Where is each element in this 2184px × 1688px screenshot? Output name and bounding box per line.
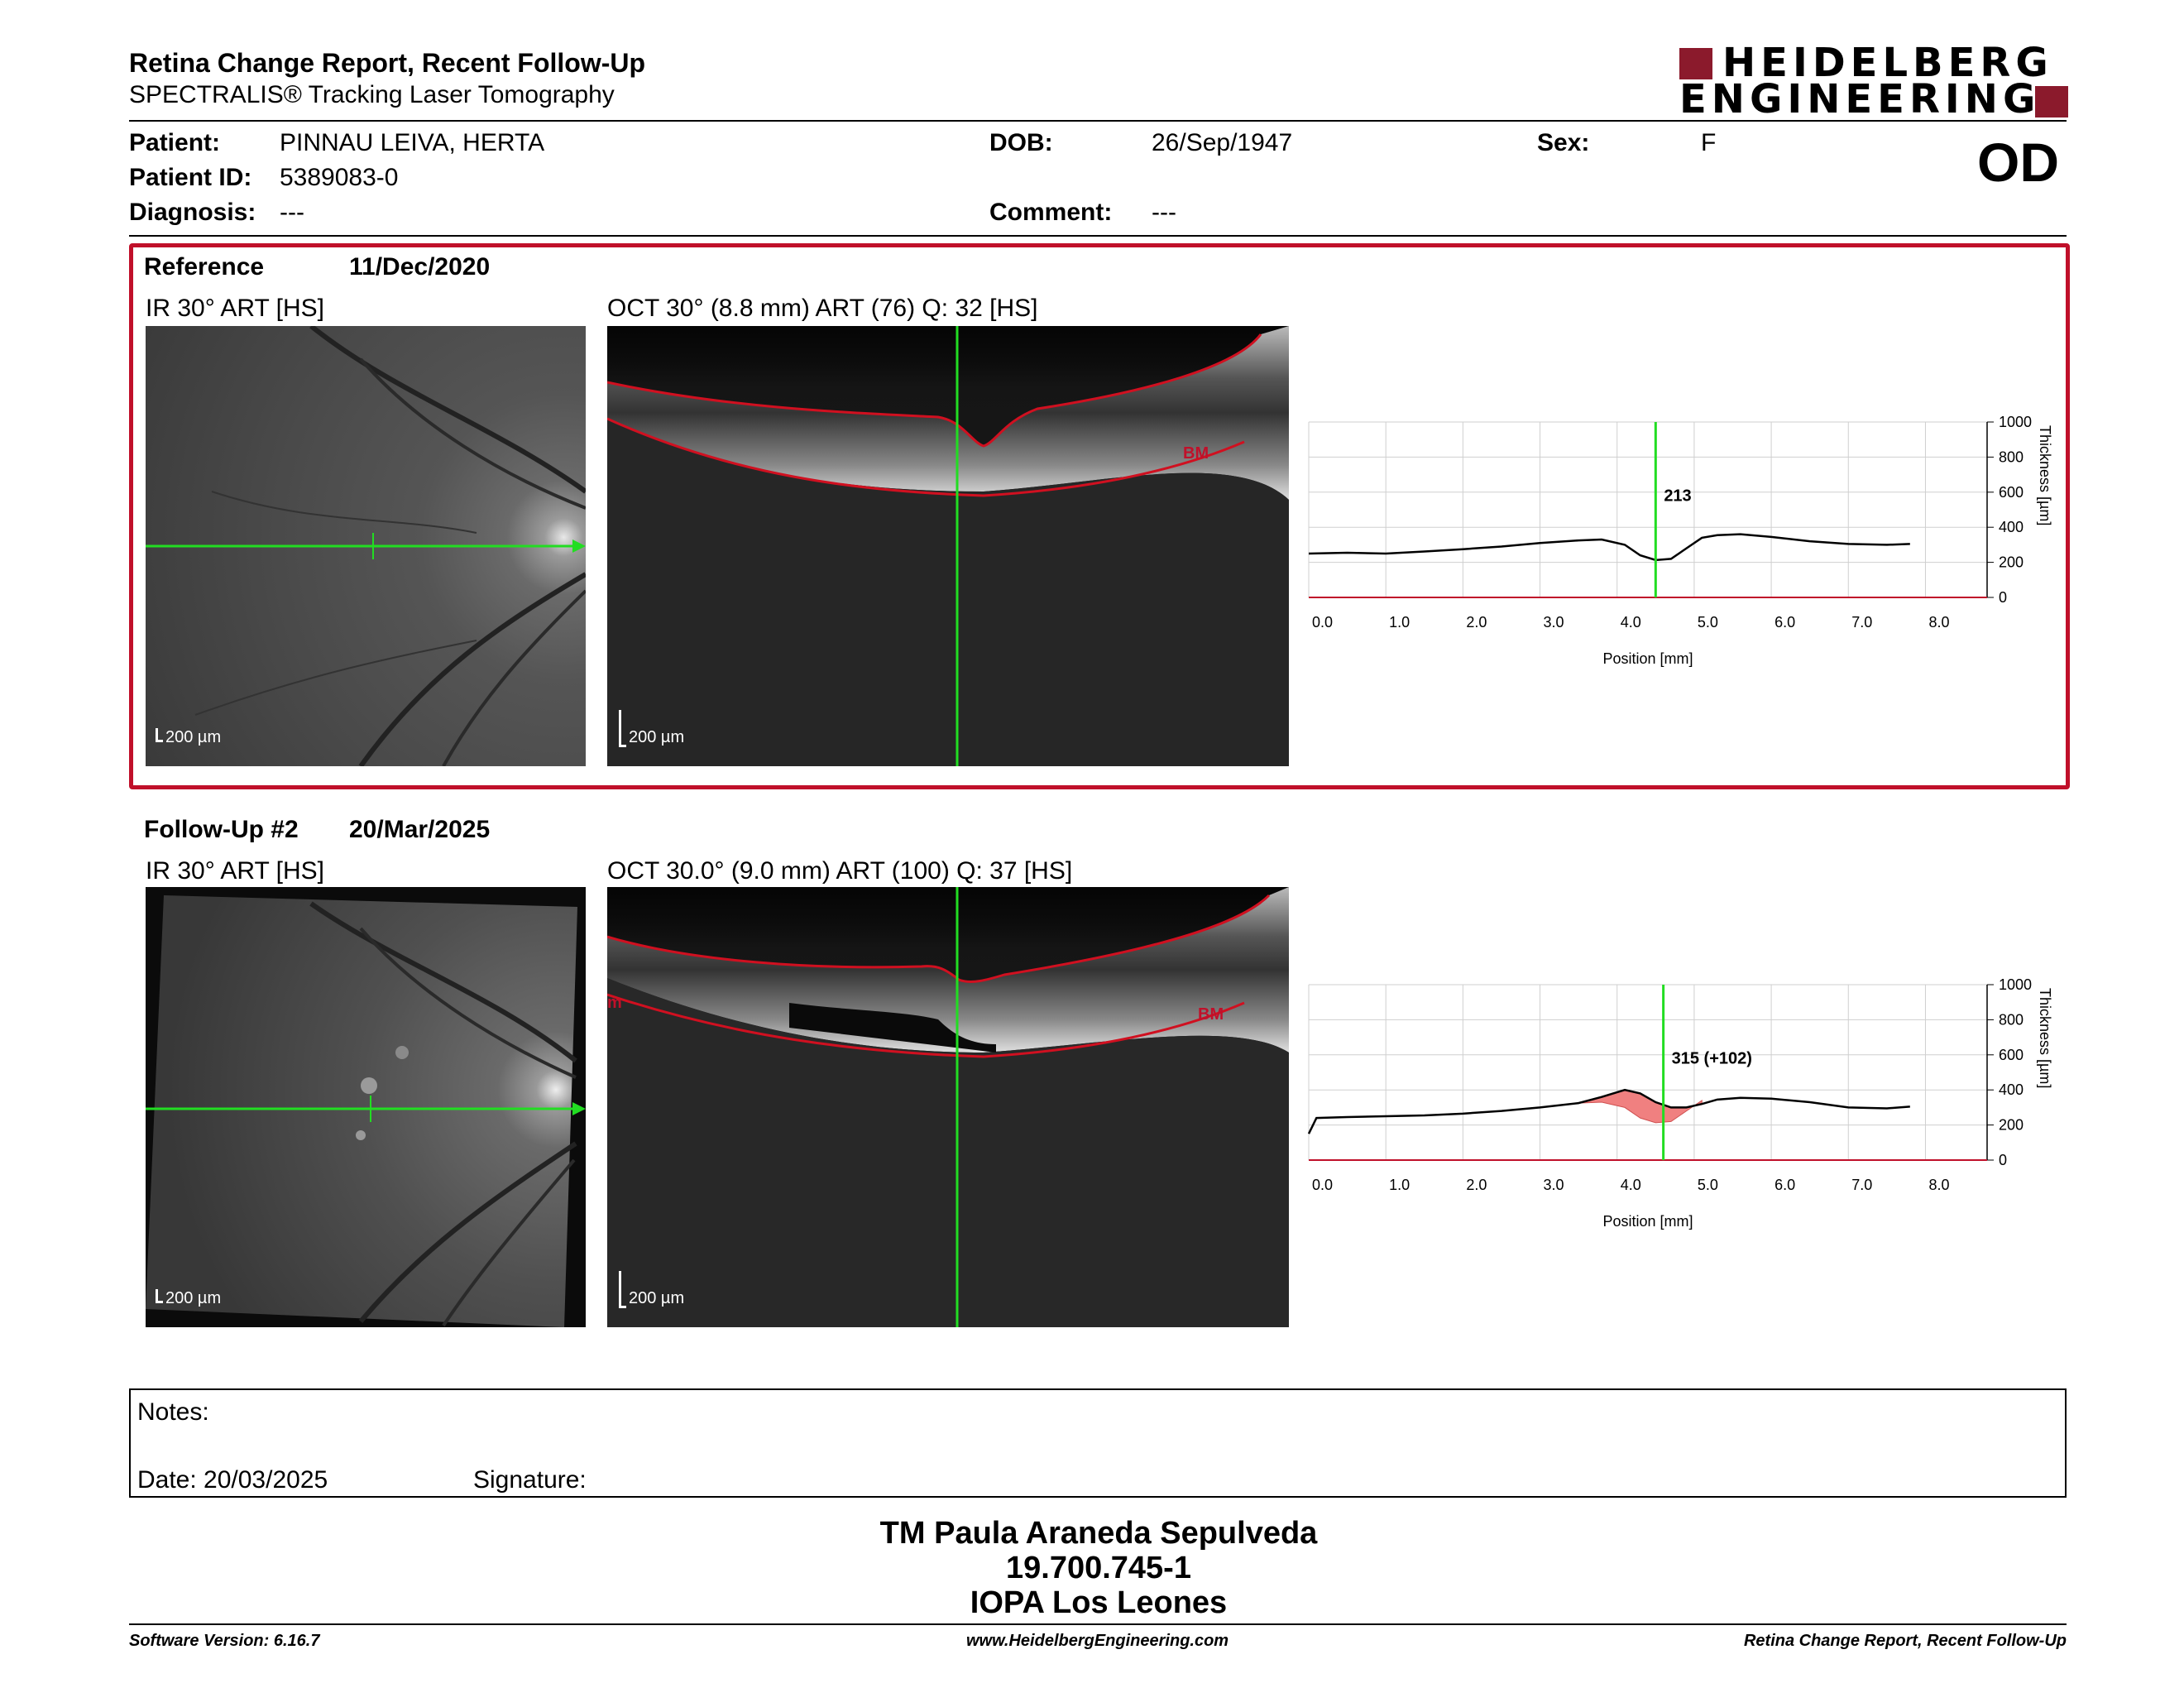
chart-ylabel: Thickness [µm] bbox=[2037, 425, 2053, 525]
chart-xlabel: Position [mm] bbox=[1602, 650, 1693, 667]
chart-cursor-label: 213 bbox=[1664, 487, 1691, 505]
reference-oct-scalebar bbox=[619, 710, 626, 747]
reference-bm-label: BM bbox=[1183, 444, 1209, 463]
chart-y-tick: 400 bbox=[1999, 519, 2024, 535]
chart-series-line bbox=[1308, 533, 1910, 562]
chart-y-tick: 1000 bbox=[1999, 414, 2032, 430]
reference-oct-label: OCT 30° (8.8 mm) ART (76) Q: 32 [HS] bbox=[607, 295, 1038, 322]
followup-oct-scale-text: 200 µm bbox=[629, 1289, 685, 1307]
followup-oct-image[interactable]: m BM 200 µm bbox=[607, 887, 1289, 1327]
notes-box[interactable]: Notes: Date: 20/03/2025 Signature: bbox=[129, 1388, 2067, 1498]
chart-y-tick: 0 bbox=[1999, 1152, 2007, 1168]
chart-x-tick: 7.0 bbox=[1851, 1177, 1872, 1193]
reference-thickness-chart: 0.0 1.0 2.0 3.0 4.0 5.0 6.0 7.0 8.0 0 200 400 600 800… bbox=[1308, 414, 2053, 667]
diagnosis-label: Diagnosis: bbox=[129, 199, 256, 226]
comment-label: Comment: bbox=[989, 199, 1113, 226]
chart-x-tick: 6.0 bbox=[1774, 614, 1795, 631]
eye-indicator: OD bbox=[1977, 132, 2059, 193]
report-title: Retina Change Report, Recent Follow-Up bbox=[129, 48, 646, 78]
chart-x-tick: 1.0 bbox=[1389, 614, 1410, 631]
chart-x-tick: 4.0 bbox=[1621, 1177, 1641, 1193]
followup-ir-image[interactable]: 200 µm bbox=[146, 887, 586, 1327]
reference-oct-scale-text: 200 µm bbox=[629, 728, 685, 746]
followup-date: 20/Mar/2025 bbox=[349, 816, 491, 843]
chart-xlabel: Position [mm] bbox=[1602, 1213, 1693, 1230]
signer-id: 19.700.745-1 bbox=[1006, 1551, 1191, 1585]
chart-x-tick: 5.0 bbox=[1698, 614, 1718, 631]
footer-website[interactable]: www.HeidelbergEngineering.com bbox=[966, 1632, 1229, 1650]
chart-x-tick: 1.0 bbox=[1389, 1177, 1410, 1193]
reference-ir-scalebar bbox=[156, 728, 163, 742]
chart-x-tick: 3.0 bbox=[1544, 614, 1564, 631]
dob-value: 26/Sep/1947 bbox=[1152, 129, 1293, 156]
heidelberg-logo: HEIDELBERG ENGINEERING bbox=[1679, 43, 2068, 119]
reference-ir-scale-text: 200 µm bbox=[165, 728, 222, 746]
chart-x-tick: 2.0 bbox=[1466, 614, 1487, 631]
diagnosis-value: --- bbox=[280, 199, 304, 226]
chart-y-tick: 200 bbox=[1999, 554, 2024, 571]
signer-name: TM Paula Araneda Sepulveda bbox=[879, 1516, 1318, 1551]
patient-id-value: 5389083-0 bbox=[280, 164, 399, 191]
reference-oct-image[interactable]: BM 200 µm bbox=[607, 326, 1289, 766]
notes-date: Date: 20/03/2025 bbox=[137, 1466, 328, 1494]
chart-y-tick: 0 bbox=[1999, 589, 2007, 606]
sex-label: Sex: bbox=[1537, 129, 1590, 156]
chart-change-area bbox=[1578, 1089, 1703, 1124]
signer-institution: IOPA Los Leones bbox=[970, 1585, 1228, 1620]
followup-m-label: m bbox=[607, 994, 622, 1012]
chart-y-tick: 200 bbox=[1999, 1117, 2024, 1134]
report-subtitle: SPECTRALIS® Tracking Laser Tomography bbox=[129, 81, 615, 108]
reference-date: 11/Dec/2020 bbox=[349, 253, 491, 281]
chart-x-tick: 2.0 bbox=[1466, 1177, 1487, 1193]
chart-x-tick: 0.0 bbox=[1312, 1177, 1333, 1193]
followup-ir-scale-text: 200 µm bbox=[165, 1289, 222, 1307]
patient-name: PINNAU LEIVA, HERTA bbox=[280, 129, 545, 156]
sex-value: F bbox=[1701, 129, 1717, 156]
chart-x-tick: 8.0 bbox=[1928, 614, 1949, 631]
chart-y-tick: 800 bbox=[1999, 1011, 2024, 1028]
followup-oct-label: OCT 30.0° (9.0 mm) ART (100) Q: 37 [HS] bbox=[607, 857, 1073, 885]
dob-label: DOB: bbox=[989, 129, 1053, 156]
reference-label: Reference bbox=[144, 253, 265, 281]
chart-y-tick: 600 bbox=[1999, 1047, 2024, 1063]
reference-ir-label: IR 30° ART [HS] bbox=[146, 295, 324, 322]
followup-ir-label: IR 30° ART [HS] bbox=[146, 857, 324, 885]
followup-bm-label: BM bbox=[1198, 1005, 1224, 1024]
reference-frame bbox=[129, 243, 2070, 789]
chart-x-tick: 8.0 bbox=[1928, 1177, 1949, 1193]
chart-series-line bbox=[1307, 1088, 1910, 1134]
chart-x-tick: 0.0 bbox=[1312, 614, 1333, 631]
notes-signature-label: Signature: bbox=[473, 1466, 587, 1494]
followup-ir-scalebar bbox=[156, 1289, 163, 1303]
chart-y-tick: 400 bbox=[1999, 1081, 2024, 1098]
chart-x-tick: 5.0 bbox=[1698, 1177, 1718, 1193]
chart-x-tick: 6.0 bbox=[1774, 1177, 1795, 1193]
followup-oct-scalebar bbox=[619, 1271, 626, 1308]
followup-label: Follow-Up #2 bbox=[144, 816, 299, 843]
patient-label: Patient: bbox=[129, 129, 221, 156]
comment-value: --- bbox=[1152, 199, 1176, 226]
chart-x-tick: 4.0 bbox=[1621, 614, 1641, 631]
chart-y-tick: 800 bbox=[1999, 448, 2024, 465]
notes-label: Notes: bbox=[137, 1398, 209, 1426]
footer-software: Software Version: 6.16.7 bbox=[129, 1632, 320, 1650]
chart-y-tick: 1000 bbox=[1999, 976, 2032, 993]
chart-cursor-label: 315 (+102) bbox=[1672, 1049, 1752, 1067]
patient-id-label: Patient ID: bbox=[129, 164, 252, 191]
chart-ylabel: Thickness [µm] bbox=[2037, 988, 2053, 1088]
chart-x-tick: 7.0 bbox=[1851, 614, 1872, 631]
followup-thickness-chart: 0.0 1.0 2.0 3.0 4.0 5.0 6.0 7.0 8.0 0 200 400 600 800… bbox=[1307, 976, 2053, 1230]
footer-report: Retina Change Report, Recent Follow-Up bbox=[1743, 1632, 2067, 1650]
chart-y-tick: 600 bbox=[1999, 484, 2024, 501]
reference-ir-image[interactable]: 200 µm bbox=[146, 326, 586, 766]
chart-x-tick: 3.0 bbox=[1544, 1177, 1564, 1193]
